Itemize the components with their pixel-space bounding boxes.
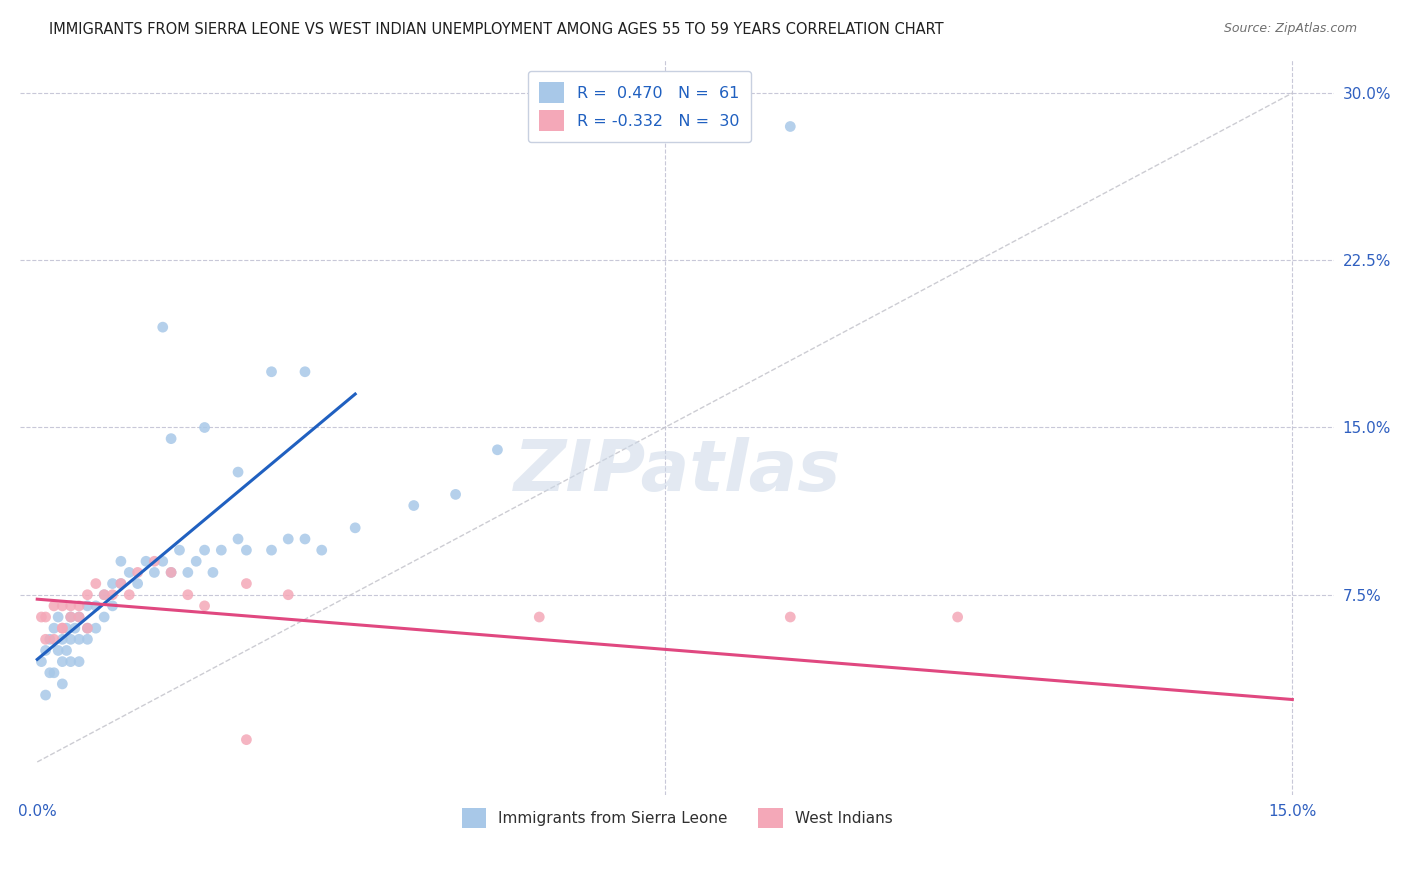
Legend: Immigrants from Sierra Leone, West Indians: Immigrants from Sierra Leone, West India… bbox=[454, 801, 900, 836]
Point bbox=[177, 588, 200, 602]
Point bbox=[160, 566, 183, 580]
Point bbox=[34, 610, 56, 624]
Point bbox=[110, 554, 132, 568]
Point bbox=[51, 632, 73, 647]
Point bbox=[402, 499, 425, 513]
Point bbox=[135, 554, 157, 568]
Point bbox=[42, 632, 65, 647]
Point bbox=[34, 643, 56, 657]
Point bbox=[51, 621, 73, 635]
Point bbox=[235, 543, 257, 558]
Point bbox=[67, 610, 90, 624]
Point bbox=[84, 576, 107, 591]
Point bbox=[260, 543, 283, 558]
Point bbox=[59, 610, 82, 624]
Point bbox=[201, 566, 224, 580]
Point bbox=[34, 632, 56, 647]
Point bbox=[344, 521, 367, 535]
Point bbox=[76, 621, 98, 635]
Point bbox=[226, 465, 249, 479]
Point bbox=[110, 576, 132, 591]
Point bbox=[127, 576, 149, 591]
Point bbox=[51, 655, 73, 669]
Point bbox=[55, 621, 77, 635]
Point bbox=[46, 610, 69, 624]
Point bbox=[38, 632, 60, 647]
Point bbox=[277, 588, 299, 602]
Point bbox=[152, 320, 174, 334]
Point bbox=[169, 543, 191, 558]
Point bbox=[55, 643, 77, 657]
Point bbox=[84, 621, 107, 635]
Point bbox=[76, 621, 98, 635]
Point bbox=[42, 665, 65, 680]
Point bbox=[194, 420, 217, 434]
Point bbox=[235, 732, 257, 747]
Point bbox=[194, 543, 217, 558]
Point bbox=[59, 655, 82, 669]
Point bbox=[76, 599, 98, 613]
Point bbox=[294, 365, 316, 379]
Point bbox=[101, 576, 124, 591]
Point bbox=[51, 677, 73, 691]
Point bbox=[59, 632, 82, 647]
Point bbox=[76, 588, 98, 602]
Point bbox=[38, 665, 60, 680]
Point bbox=[67, 655, 90, 669]
Point bbox=[209, 543, 232, 558]
Point bbox=[63, 621, 86, 635]
Point bbox=[93, 610, 115, 624]
Point bbox=[51, 599, 73, 613]
Text: Source: ZipAtlas.com: Source: ZipAtlas.com bbox=[1223, 22, 1357, 36]
Point bbox=[118, 588, 141, 602]
Point bbox=[101, 588, 124, 602]
Point bbox=[67, 610, 90, 624]
Point bbox=[76, 632, 98, 647]
Point bbox=[84, 599, 107, 613]
Point bbox=[110, 576, 132, 591]
Point bbox=[127, 566, 149, 580]
Point bbox=[42, 621, 65, 635]
Point bbox=[226, 532, 249, 546]
Point bbox=[260, 365, 283, 379]
Point bbox=[93, 588, 115, 602]
Point bbox=[93, 588, 115, 602]
Text: IMMIGRANTS FROM SIERRA LEONE VS WEST INDIAN UNEMPLOYMENT AMONG AGES 55 TO 59 YEA: IMMIGRANTS FROM SIERRA LEONE VS WEST IND… bbox=[49, 22, 943, 37]
Point bbox=[444, 487, 467, 501]
Point bbox=[143, 566, 166, 580]
Point bbox=[779, 120, 801, 134]
Point bbox=[946, 610, 969, 624]
Point bbox=[143, 554, 166, 568]
Point bbox=[34, 688, 56, 702]
Point bbox=[186, 554, 208, 568]
Point bbox=[30, 610, 52, 624]
Point bbox=[30, 655, 52, 669]
Point bbox=[59, 599, 82, 613]
Point bbox=[194, 599, 217, 613]
Point bbox=[152, 554, 174, 568]
Point bbox=[177, 566, 200, 580]
Point bbox=[42, 599, 65, 613]
Point bbox=[51, 621, 73, 635]
Point bbox=[529, 610, 551, 624]
Point bbox=[779, 610, 801, 624]
Point bbox=[67, 599, 90, 613]
Point bbox=[59, 610, 82, 624]
Point bbox=[118, 566, 141, 580]
Point bbox=[486, 442, 509, 457]
Point bbox=[235, 576, 257, 591]
Point bbox=[311, 543, 333, 558]
Point bbox=[160, 566, 183, 580]
Point bbox=[294, 532, 316, 546]
Text: ZIPatlas: ZIPatlas bbox=[513, 437, 841, 506]
Point bbox=[277, 532, 299, 546]
Point bbox=[101, 599, 124, 613]
Point bbox=[46, 643, 69, 657]
Point bbox=[160, 432, 183, 446]
Point bbox=[67, 632, 90, 647]
